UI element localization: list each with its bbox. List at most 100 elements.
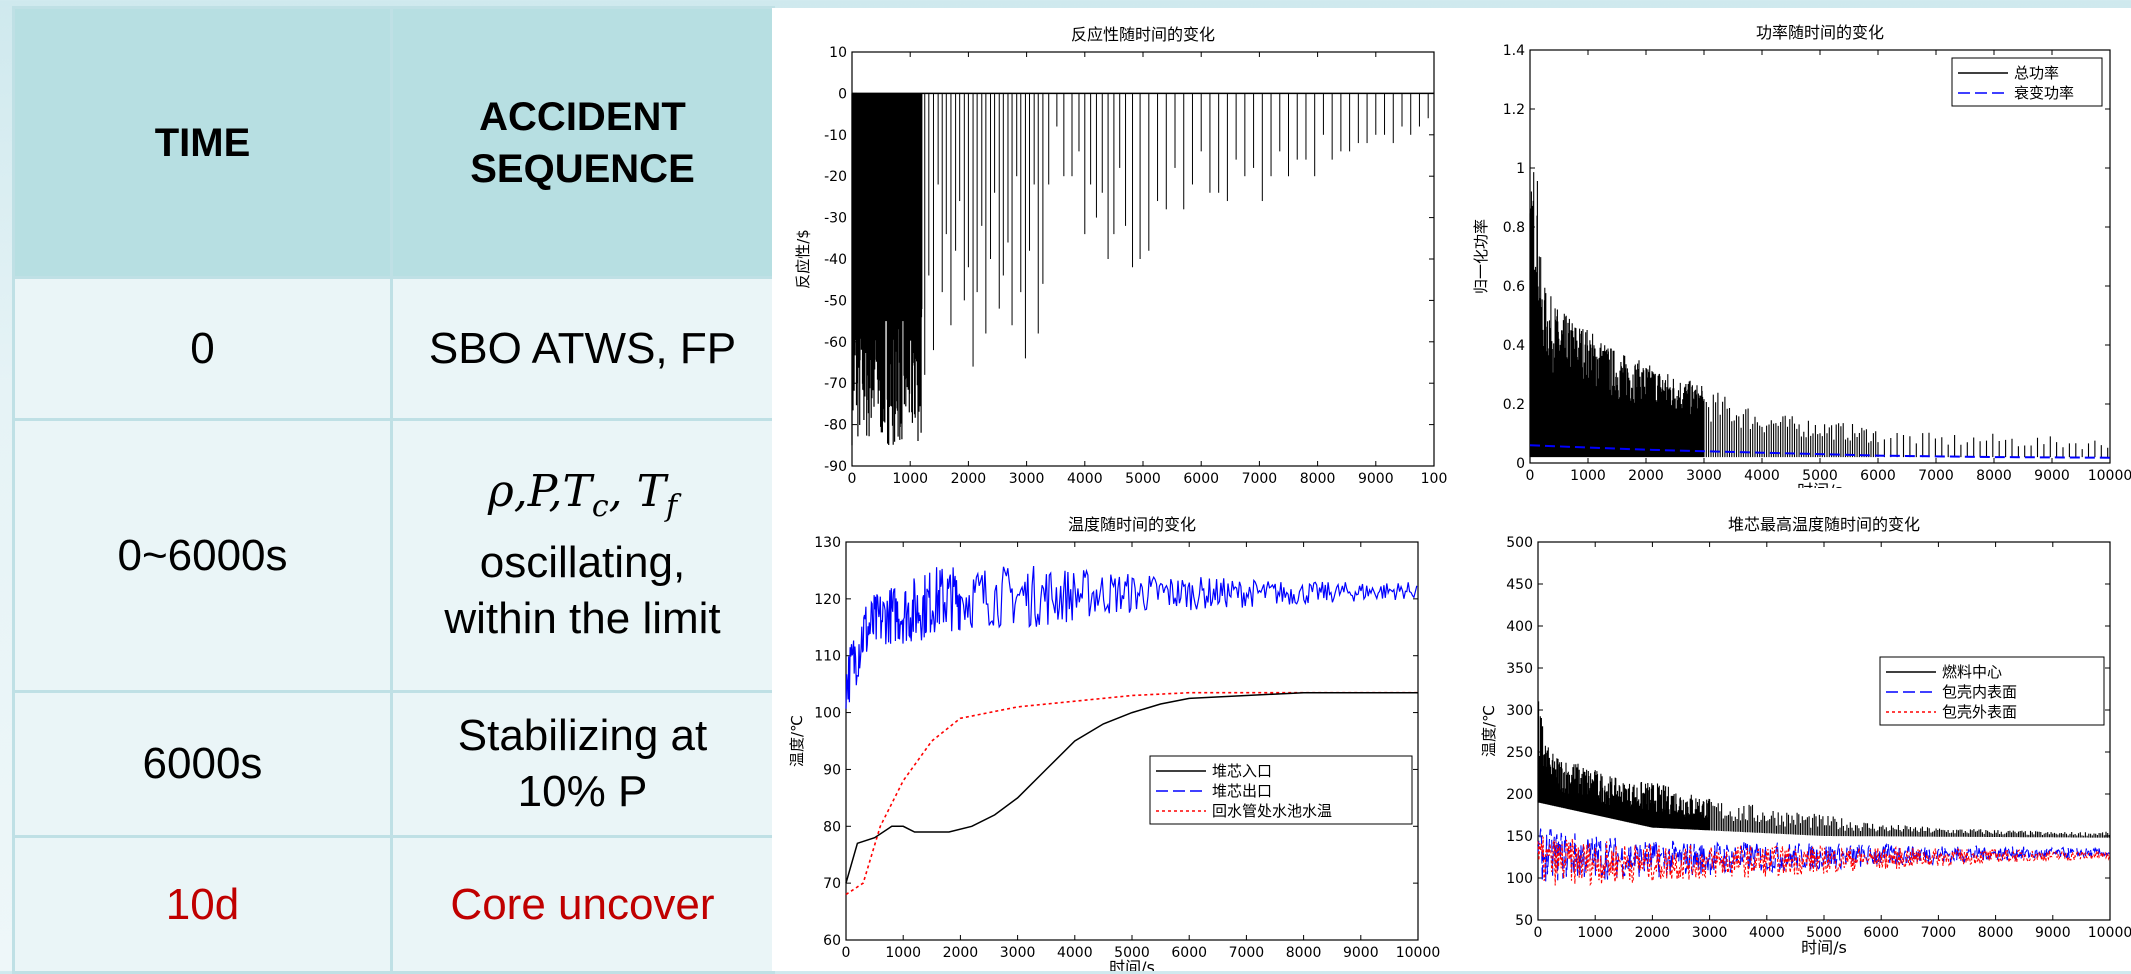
header-time: TIME <box>12 6 393 279</box>
y-tick-label: 1.4 <box>1503 43 1525 59</box>
x-tick-label: 3000 <box>1009 471 1045 487</box>
y-tick-label: 50 <box>1515 913 1533 929</box>
x-tick-label: 10000 <box>1396 945 1441 961</box>
chart-title: 堆芯最高温度随时间的变化 <box>1728 515 1920 534</box>
legend-label: 堆芯入口 <box>1212 762 1272 780</box>
table-row: 0 SBO ATWS, FP <box>12 276 775 421</box>
y-tick-label: 70 <box>823 876 841 892</box>
y-tick-label: 90 <box>823 762 841 778</box>
table-header-row: TIME ACCIDENT SEQUENCE <box>12 6 775 279</box>
event-cell: Core uncover <box>390 835 775 974</box>
table-row: 0~6000s ρ,P,Tc, Tf oscillating, within t… <box>12 418 775 693</box>
event-line-2: within the limit <box>444 593 721 643</box>
y-tick-label: 120 <box>814 592 841 608</box>
x-tick-label: 9000 <box>1358 471 1394 487</box>
y-tick-label: 500 <box>1506 535 1533 551</box>
y-tick-label: 300 <box>1506 703 1533 719</box>
legend-label: 堆芯出口 <box>1212 782 1272 800</box>
chart-title: 功率随时间的变化 <box>1756 23 1884 42</box>
x-tick-label: 8000 <box>1976 468 2012 484</box>
x-tick-label: 6000 <box>1863 925 1899 941</box>
x-tick-label: 5000 <box>1114 945 1150 961</box>
plot-area <box>845 541 1419 941</box>
legend-box <box>1951 57 2103 107</box>
y-tick-label: 0.6 <box>1503 279 1525 295</box>
plot-area <box>1529 49 2111 464</box>
event-cell: SBO ATWS, FP <box>390 276 775 421</box>
y-tick-label: -50 <box>824 293 847 309</box>
cladding-outer-line <box>1537 836 2110 887</box>
total-power-line <box>1529 172 2109 458</box>
x-tick-label: 2000 <box>951 471 987 487</box>
x-tick-label: 7000 <box>1921 925 1957 941</box>
decay-power-line <box>1529 444 2111 459</box>
x-tick-label: 1000 <box>1570 468 1606 484</box>
header-line-1: ACCIDENT <box>479 94 686 139</box>
y-tick-label: 100 <box>814 706 841 722</box>
x-axis-label: 时间/s <box>1109 958 1155 971</box>
legend-label: 包壳内表面 <box>1942 683 2017 701</box>
x-axis-label: 时间/s <box>1797 481 1843 488</box>
event-cell: Stabilizing at 10% P <box>390 690 775 838</box>
x-tick-label: 8000 <box>1300 471 1336 487</box>
y-tick-label: -70 <box>824 376 847 392</box>
header-accident-sequence: ACCIDENT SEQUENCE <box>390 6 775 279</box>
event-line-2: 10% P <box>517 767 648 816</box>
series-reactivity <box>851 92 1434 446</box>
legend-label: 总功率 <box>2014 64 2059 82</box>
x-axis-label: 时间/s <box>1801 938 1847 957</box>
plot-area <box>851 51 1435 467</box>
table-row: 6000s Stabilizing at 10% P <box>12 690 775 838</box>
x-tick-label: 3000 <box>1692 925 1728 941</box>
x-tick-label: 3000 <box>1000 945 1036 961</box>
x-tick-label: 0 <box>1526 468 1535 484</box>
x-tick-label: 3000 <box>1686 468 1722 484</box>
event-math-formula: ρ,P,Tc, Tf <box>487 466 678 524</box>
x-tick-label: 10000 <box>2088 468 2131 484</box>
power-chart: 0 1000 2000 3000 4000 5000 6000 7000 8000 9000 100… <box>1472 23 2131 488</box>
y-axis-label: 归一化功率 <box>1472 219 1490 294</box>
x-tick-label: 5000 <box>1125 471 1161 487</box>
reactivity-chart: 0 1000 2000 3000 4000 5000 6000 7000 8000 9000 100… <box>794 25 1447 487</box>
x-tick-label: 2000 <box>943 945 979 961</box>
x-tick-label: 1000 <box>1577 925 1613 941</box>
legend-box <box>1879 656 2105 726</box>
series-total-power <box>1529 172 2109 458</box>
y-tick-label: -10 <box>824 128 847 144</box>
y-tick-label: 0 <box>838 86 847 102</box>
header-line-2: SEQUENCE <box>470 146 695 191</box>
x-tick-label: 0 <box>848 471 857 487</box>
y-tick-label: 1 <box>1516 161 1525 177</box>
y-axis-label: 温度/℃ <box>788 715 806 767</box>
legend-label: 包壳外表面 <box>1942 703 2017 721</box>
y-tick-label: -80 <box>824 418 847 434</box>
core-max-temperature-chart: 0 1000 2000 3000 4000 5000 6000 7000 8000 9000 100… <box>1480 515 2131 957</box>
core-inlet-line <box>845 691 1418 884</box>
y-tick-label: -90 <box>824 459 847 475</box>
y-tick-label: -60 <box>824 335 847 351</box>
y-tick-label: 100 <box>1506 871 1533 887</box>
temperature-chart: 0 1000 2000 3000 4000 5000 6000 7000 8000 9000 100… <box>788 515 1441 971</box>
y-tick-label: 200 <box>1506 787 1533 803</box>
x-tick-label: 2000 <box>1635 925 1671 941</box>
x-tick-label: 8000 <box>1978 925 2014 941</box>
pool-temperature-line <box>845 691 1418 896</box>
y-tick-label: 450 <box>1506 577 1533 593</box>
y-tick-label: 250 <box>1506 745 1533 761</box>
x-tick-label: 2000 <box>1628 468 1664 484</box>
y-tick-label: 0 <box>1516 456 1525 472</box>
y-axis-label: 温度/℃ <box>1480 705 1498 757</box>
event-cell: ρ,P,Tc, Tf oscillating, within the limit <box>390 418 775 693</box>
x-tick-label: 10000 <box>2088 925 2131 941</box>
x-tick-label: 0 <box>842 945 851 961</box>
x-tick-label: 4000 <box>1749 925 1785 941</box>
x-tick-label: 7000 <box>1229 945 1265 961</box>
y-tick-label: 1.2 <box>1503 102 1525 118</box>
accident-sequence-table: TIME ACCIDENT SEQUENCE 0 SBO ATWS, FP 0~… <box>12 6 775 974</box>
y-axis-label: 反应性/$ <box>794 229 812 289</box>
x-tick-label: 7000 <box>1918 468 1954 484</box>
x-tick-label: 5000 <box>1806 925 1842 941</box>
